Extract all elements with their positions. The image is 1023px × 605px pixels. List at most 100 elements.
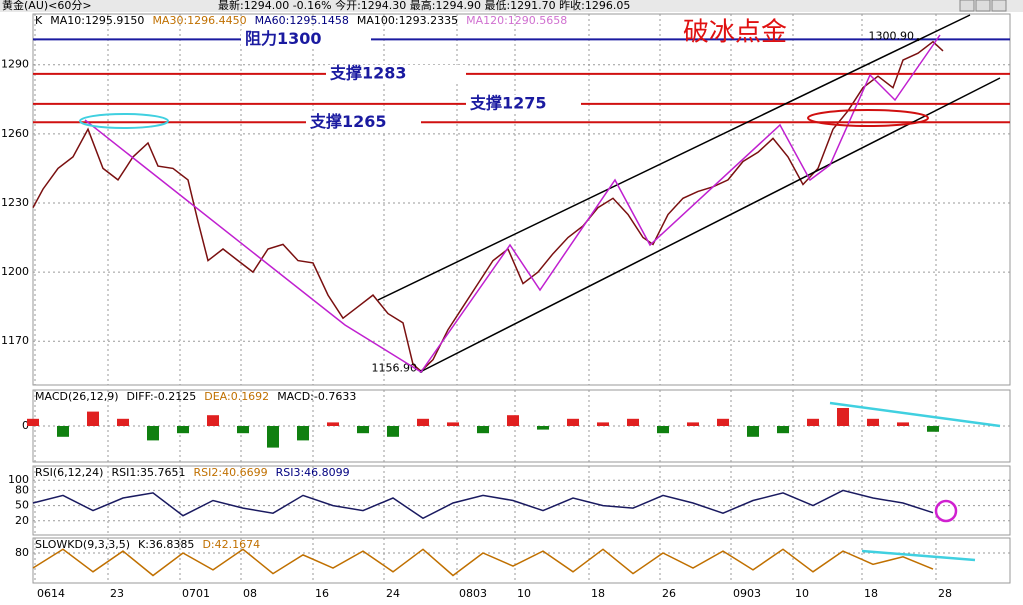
x-tick-label: 23 bbox=[110, 587, 124, 600]
macd-bar bbox=[57, 426, 69, 437]
x-tick-label: 26 bbox=[662, 587, 676, 600]
macd-bar bbox=[447, 422, 459, 426]
indicator-label: MA30:1296.4450 bbox=[152, 14, 246, 27]
x-tick-label: 18 bbox=[864, 587, 878, 600]
y-tick-label: 1200 bbox=[1, 265, 29, 278]
x-tick-label: 10 bbox=[517, 587, 531, 600]
indicator-label: D:42.1674 bbox=[202, 538, 260, 551]
macd-bar bbox=[807, 418, 819, 426]
series-line bbox=[32, 40, 944, 373]
indicator-label: MACD(26,12,9) bbox=[35, 390, 119, 403]
macd-bar bbox=[357, 426, 369, 434]
series-line bbox=[32, 548, 934, 577]
y-tick-label: 0 bbox=[22, 419, 29, 432]
x-tick-label: 0701 bbox=[182, 587, 210, 600]
macd-bar bbox=[207, 415, 219, 426]
indicator-label: RSI2:40.6699 bbox=[194, 466, 268, 479]
level-label-bg bbox=[241, 30, 371, 49]
channel-line bbox=[419, 77, 1001, 373]
chart-title: 破冰点金 bbox=[683, 18, 787, 48]
panel-frame bbox=[32, 13, 1011, 386]
macd-bar bbox=[87, 411, 99, 426]
indicator-label: RSI3:46.8099 bbox=[276, 466, 350, 479]
macd-bar bbox=[147, 426, 159, 441]
y-tick-label: 1230 bbox=[1, 196, 29, 209]
nav-button[interactable] bbox=[991, 0, 1007, 12]
level-label: 阻力1300 bbox=[245, 29, 322, 48]
trend-line bbox=[829, 401, 1001, 428]
quote: 最新:1294.00 -0.16% 今开:1294.30 最高:1294.90 … bbox=[218, 0, 630, 12]
macd-bar bbox=[387, 426, 399, 437]
status-bar bbox=[0, 0, 1023, 12]
macd-bar bbox=[297, 426, 309, 441]
y-tick-label: 80 bbox=[15, 546, 29, 559]
nav-button[interactable] bbox=[975, 0, 991, 12]
macd-bar bbox=[267, 426, 279, 448]
macd-bar bbox=[567, 418, 579, 426]
macd-bar bbox=[747, 426, 759, 437]
macd-bar bbox=[237, 426, 249, 434]
point-label: 1156.90 bbox=[372, 361, 418, 374]
macd-bar bbox=[117, 418, 129, 426]
indicator-label: DEA:0.1692 bbox=[204, 390, 269, 403]
macd-bar bbox=[597, 422, 609, 426]
x-tick-label: 0614 bbox=[37, 587, 65, 600]
macd-bar bbox=[477, 426, 489, 434]
symbol: 黄金(AU)<60分> bbox=[2, 0, 92, 12]
macd-bar bbox=[327, 422, 339, 426]
highlight-ellipse bbox=[807, 109, 929, 127]
indicator-label: MA100:1293.2335 bbox=[357, 14, 458, 27]
macd-bar bbox=[417, 418, 429, 426]
macd-bar bbox=[777, 426, 789, 434]
macd-bar bbox=[627, 418, 639, 426]
series-line bbox=[32, 489, 934, 520]
annotation-drawing bbox=[79, 14, 1001, 562]
indicator-label: SLOWKD(9,3,3,5) bbox=[35, 538, 130, 551]
indicator-label: K:36.8385 bbox=[138, 538, 194, 551]
indicator-label: RSI(6,12,24) bbox=[35, 466, 103, 479]
x-tick-label: 0903 bbox=[733, 587, 761, 600]
y-tick-label: 1260 bbox=[1, 127, 29, 140]
channel-line bbox=[377, 14, 971, 301]
indicator-label: MA120:1290.5658 bbox=[466, 14, 567, 27]
macd-bar bbox=[657, 426, 669, 434]
macd-bar bbox=[867, 418, 879, 426]
level-label-bg bbox=[306, 113, 421, 132]
level-label: 支撑1283 bbox=[329, 63, 407, 82]
indicator-label: MACD:-0.7633 bbox=[277, 390, 356, 403]
indicator-label: RSI1:35.7651 bbox=[111, 466, 185, 479]
highlight-ellipse bbox=[79, 113, 169, 129]
indicator-label: MA10:1295.9150 bbox=[50, 14, 144, 27]
macd-bar bbox=[177, 426, 189, 434]
x-tick-label: 16 bbox=[315, 587, 329, 600]
macd-bar bbox=[537, 426, 549, 430]
y-tick-label: 20 bbox=[15, 514, 29, 527]
y-tick-label: 80 bbox=[15, 483, 29, 496]
level-label-bg bbox=[466, 94, 581, 113]
level-label-bg bbox=[326, 64, 466, 83]
indicator-label: DIFF:-0.2125 bbox=[127, 390, 197, 403]
y-tick-label: 1290 bbox=[1, 58, 29, 71]
panel-frame bbox=[32, 465, 1011, 536]
nav-button[interactable] bbox=[959, 0, 975, 12]
indicator-label: MA60:1295.1458 bbox=[255, 14, 349, 27]
panel-frame bbox=[32, 537, 1011, 584]
level-label: 支撑1265 bbox=[309, 112, 387, 131]
highlight-circle bbox=[934, 499, 958, 523]
y-tick-label: 50 bbox=[15, 499, 29, 512]
x-tick-label: 0803 bbox=[459, 587, 487, 600]
indicator-label: K bbox=[35, 14, 43, 27]
x-tick-label: 28 bbox=[938, 587, 952, 600]
macd-bar bbox=[837, 408, 849, 426]
macd-bar bbox=[687, 422, 699, 426]
macd-bar bbox=[927, 426, 939, 432]
x-tick-label: 08 bbox=[243, 587, 257, 600]
y-tick-label: 1170 bbox=[1, 334, 29, 347]
x-tick-label: 18 bbox=[591, 587, 605, 600]
y-tick-label: 100 bbox=[8, 473, 29, 486]
macd-bar bbox=[27, 418, 39, 426]
level-label: 支撑1275 bbox=[469, 93, 547, 112]
